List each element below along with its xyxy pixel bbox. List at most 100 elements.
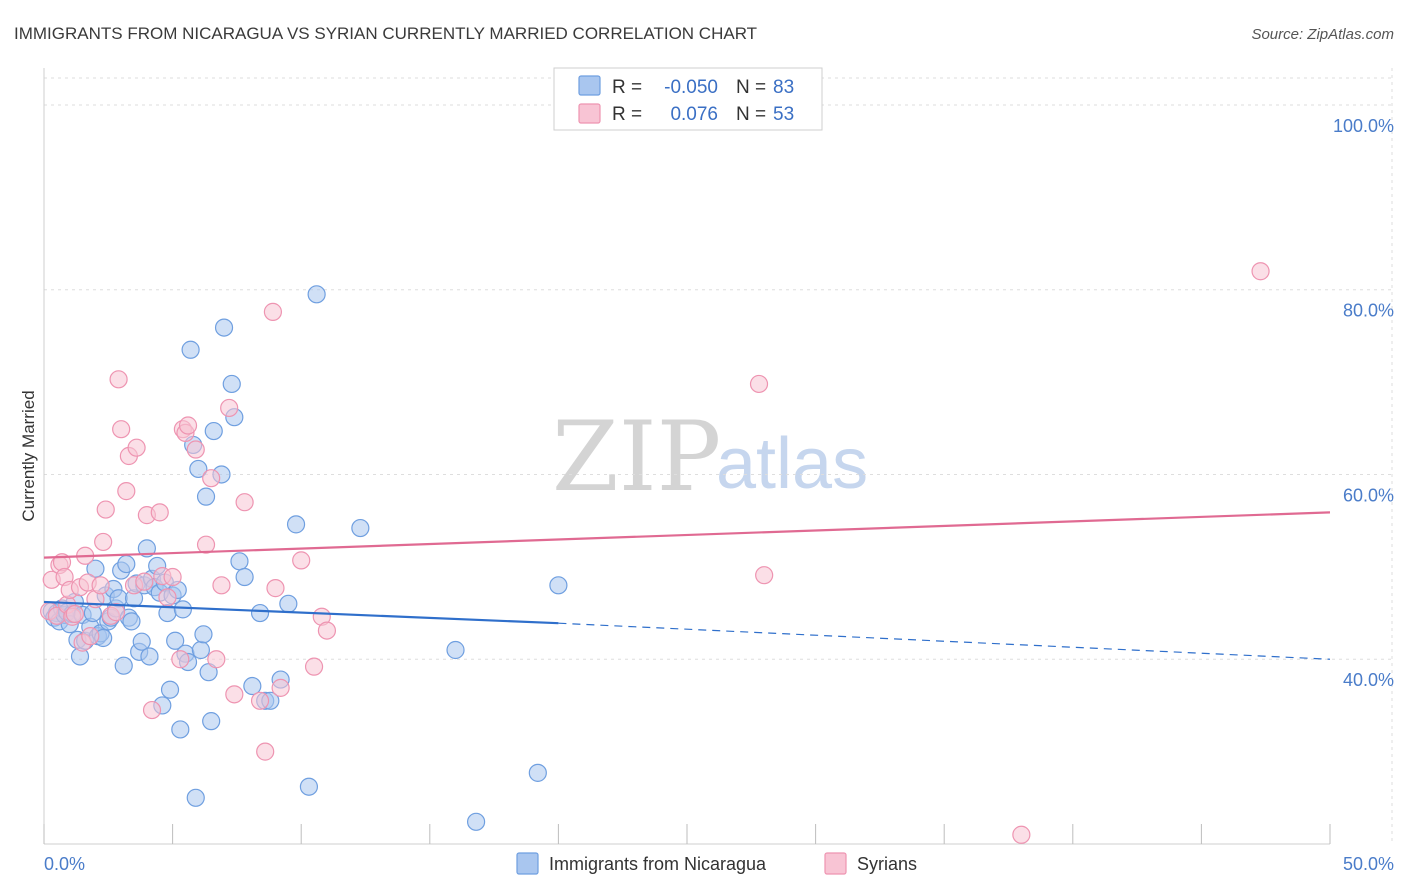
data-point xyxy=(207,650,226,669)
y-tick-label: 80.0% xyxy=(1343,301,1394,321)
data-points xyxy=(40,262,1270,844)
data-point xyxy=(317,621,337,640)
data-point xyxy=(94,532,113,552)
data-point xyxy=(140,647,159,666)
trend-lines xyxy=(43,511,1331,660)
data-point xyxy=(132,632,151,651)
legend-n-label-nicaragua: N = xyxy=(736,77,766,98)
watermark-atlas: atlas xyxy=(716,424,868,504)
data-point xyxy=(202,469,221,488)
legend-n-label-syrians: N = xyxy=(736,104,766,125)
data-point xyxy=(250,603,270,623)
data-point xyxy=(235,493,254,512)
series-legend-label-syrians: Syrians xyxy=(857,854,917,874)
data-point xyxy=(196,487,216,506)
data-point xyxy=(91,576,110,595)
data-point xyxy=(127,438,146,457)
data-point xyxy=(106,603,126,622)
series-legend-label-nicaragua: Immigrants from Nicaragua xyxy=(549,854,767,874)
legend-swatch-nicaragua xyxy=(578,75,601,96)
chart-source: Source: ZipAtlas.com xyxy=(1251,26,1394,43)
data-point xyxy=(166,631,185,650)
data-point xyxy=(181,340,200,359)
watermark: ZIP atlas xyxy=(552,401,868,513)
trend-line-1 xyxy=(43,511,1331,559)
y-tick-label: 40.0% xyxy=(1343,670,1394,690)
data-point xyxy=(299,777,319,796)
data-point xyxy=(186,440,205,459)
data-point xyxy=(160,680,180,699)
data-point xyxy=(279,594,298,613)
legend-r-value-nicaragua: -0.050 xyxy=(664,77,718,98)
data-point xyxy=(171,650,190,669)
data-point xyxy=(158,588,177,607)
data-point xyxy=(235,567,254,587)
trend-line-extension-0 xyxy=(558,622,1331,660)
data-point xyxy=(1012,825,1031,844)
data-point xyxy=(173,600,192,619)
data-point xyxy=(65,604,84,624)
y-tick-label: 100.0% xyxy=(1333,116,1394,136)
legend-r-value-syrians: 0.076 xyxy=(670,104,718,125)
data-point xyxy=(194,625,213,644)
x-ticks xyxy=(43,824,1331,844)
data-point xyxy=(189,459,208,479)
y-axis-label: Currently Married xyxy=(19,390,38,521)
data-point xyxy=(271,678,290,697)
y-tick-label: 60.0% xyxy=(1343,485,1394,505)
data-point xyxy=(117,554,136,574)
data-point xyxy=(86,559,105,578)
data-point xyxy=(220,398,239,418)
data-point xyxy=(1251,262,1270,281)
data-point xyxy=(117,482,136,501)
x-tick-label-max: 50.0% xyxy=(1343,854,1394,874)
data-point xyxy=(163,567,182,587)
legend-r-label-nicaragua: R = xyxy=(612,77,642,98)
data-point xyxy=(225,685,244,704)
data-point xyxy=(204,421,223,441)
chart-title: IMMIGRANTS FROM NICARAGUA VS SYRIAN CURR… xyxy=(14,24,757,43)
data-point xyxy=(263,302,283,321)
data-point xyxy=(755,566,774,585)
data-point xyxy=(292,551,311,570)
data-point xyxy=(135,572,154,591)
trend-line-0 xyxy=(43,600,559,625)
data-point xyxy=(256,742,275,761)
data-point xyxy=(178,416,198,435)
legend-n-value-nicaragua: 83 xyxy=(773,77,794,98)
data-point xyxy=(222,374,241,394)
data-point xyxy=(307,285,326,304)
y-tick-labels: 100.0% 80.0% 60.0% 40.0% xyxy=(1333,116,1394,690)
data-point xyxy=(109,370,128,389)
data-point xyxy=(466,812,486,831)
data-point xyxy=(171,720,190,739)
data-point xyxy=(122,612,141,631)
legend-n-value-syrians: 53 xyxy=(773,104,794,125)
data-point xyxy=(212,576,231,595)
legend-r-label-syrians: R = xyxy=(612,104,642,125)
data-point xyxy=(351,518,370,538)
data-point xyxy=(150,503,169,522)
series-legend-swatch-syrians xyxy=(824,852,847,875)
legend-swatch-syrians xyxy=(578,103,601,124)
data-point xyxy=(528,763,547,782)
data-point xyxy=(196,535,216,554)
correlation-legend: R = -0.050 N = 83 R = 0.076 N = 53 xyxy=(553,67,823,131)
data-point xyxy=(202,712,221,731)
series-legend-swatch-nicaragua xyxy=(516,852,539,875)
data-point xyxy=(230,552,249,571)
data-point xyxy=(214,318,234,337)
data-point xyxy=(549,576,568,595)
data-point xyxy=(250,691,270,710)
data-point xyxy=(191,640,210,660)
data-point xyxy=(81,627,100,646)
data-point xyxy=(749,374,769,394)
data-point xyxy=(446,640,465,660)
data-point xyxy=(186,788,205,807)
data-point xyxy=(96,500,115,519)
data-point xyxy=(137,539,156,558)
data-point xyxy=(142,700,162,720)
data-point xyxy=(304,657,324,676)
data-point xyxy=(266,579,285,598)
